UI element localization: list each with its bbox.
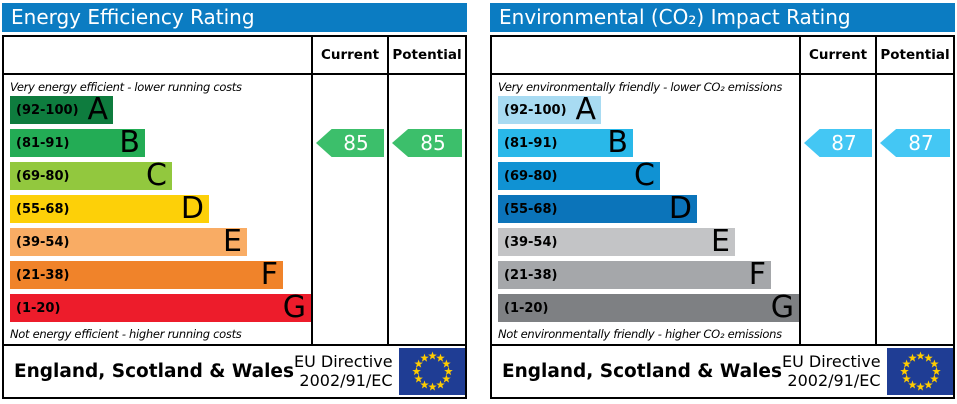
band-A-range: (92-100)	[504, 102, 567, 118]
current-rating-arrow: 85	[316, 129, 384, 157]
region-label: England, Scotland & Wales	[502, 361, 782, 382]
current-rating-arrow: 87	[804, 129, 872, 157]
current-column-header: Current	[799, 37, 875, 75]
band-E-letter: E	[223, 224, 242, 259]
band-G: (1-20) G	[10, 290, 311, 325]
eu-directive-line2: 2002/91/EC	[299, 370, 393, 390]
co2-impact-chart: Environmental (CO₂) Impact Rating Curren…	[490, 3, 955, 399]
band-C-letter: C	[146, 158, 167, 193]
current-column-header: Current	[311, 37, 387, 75]
eu-directive-label: EU Directive 2002/91/EC	[781, 352, 887, 390]
potential-rating-column: 85	[387, 75, 465, 344]
bottom-caption: Not energy efficient - higher running co…	[10, 327, 242, 341]
band-F: (21-38) F	[498, 257, 771, 292]
potential-rating-arrow: 87	[880, 129, 950, 157]
band-B-range: (81-91)	[504, 135, 558, 151]
potential-column-header: Potential	[875, 37, 953, 75]
table-corner-cell	[4, 37, 311, 75]
band-G-range: (1-20)	[16, 300, 61, 316]
band-B-range: (81-91)	[16, 135, 70, 151]
band-C-range: (69-80)	[16, 168, 70, 184]
eu-flag-icon	[398, 348, 465, 395]
band-A-letter: A	[87, 92, 108, 127]
co2-chart-footer: England, Scotland & Wales EU Directive 2…	[490, 344, 955, 399]
band-C: (69-80) C	[498, 158, 660, 193]
band-B-letter: B	[119, 125, 140, 160]
table-corner-cell	[492, 37, 799, 75]
band-C: (69-80) C	[10, 158, 172, 193]
band-D-range: (55-68)	[504, 201, 558, 217]
band-F-range: (21-38)	[504, 267, 558, 283]
rating-bands-area: Very environmentally friendly - lower CO…	[492, 75, 799, 344]
band-G-range: (1-20)	[504, 300, 549, 316]
band-G-letter: G	[770, 290, 794, 325]
band-A: (92-100) A	[498, 92, 601, 127]
eu-directive-label: EU Directive 2002/91/EC	[293, 352, 399, 390]
band-B-letter: B	[607, 125, 628, 160]
band-F-letter: F	[748, 257, 766, 292]
current-rating-column: 87	[799, 75, 875, 344]
band-E-letter: E	[711, 224, 730, 259]
energy-chart-title: Energy Efficiency Rating	[2, 3, 467, 32]
current-rating-value: 87	[831, 131, 857, 155]
band-A-letter: A	[575, 92, 596, 127]
band-E-range: (39-54)	[16, 234, 70, 250]
potential-rating-value: 87	[908, 131, 934, 155]
rating-bands-area: Very energy efficient - lower running co…	[4, 75, 311, 344]
potential-rating-arrow: 85	[392, 129, 462, 157]
energy-efficiency-chart: Energy Efficiency Rating Current Potenti…	[2, 3, 467, 399]
co2-chart-title: Environmental (CO₂) Impact Rating	[490, 3, 955, 32]
co2-rating-table: Current Potential Very environmentally f…	[490, 35, 955, 346]
band-G: (1-20) G	[498, 290, 799, 325]
band-C-letter: C	[634, 158, 655, 193]
region-label: England, Scotland & Wales	[14, 361, 294, 382]
band-D-letter: D	[180, 191, 204, 226]
eu-directive-line1: EU Directive	[781, 352, 881, 372]
band-E-range: (39-54)	[504, 234, 558, 250]
band-B: (81-91) B	[10, 125, 145, 160]
band-B: (81-91) B	[498, 125, 633, 160]
eu-flag-icon	[886, 348, 953, 395]
potential-rating-column: 87	[875, 75, 953, 344]
band-D: (55-68) D	[10, 191, 209, 226]
bottom-caption: Not environmentally friendly - higher CO…	[498, 327, 782, 341]
band-D-range: (55-68)	[16, 201, 70, 217]
energy-rating-table: Current Potential Very energy efficient …	[2, 35, 467, 346]
band-E: (39-54) E	[10, 224, 247, 259]
eu-directive-line2: 2002/91/EC	[787, 370, 881, 390]
top-caption: Very energy efficient - lower running co…	[10, 80, 242, 94]
band-A: (92-100) A	[10, 92, 113, 127]
potential-column-header: Potential	[387, 37, 465, 75]
band-F-range: (21-38)	[16, 267, 70, 283]
band-D-letter: D	[668, 191, 692, 226]
band-D: (55-68) D	[498, 191, 697, 226]
eu-directive-line1: EU Directive	[293, 352, 393, 372]
potential-rating-value: 85	[420, 131, 446, 155]
band-A-range: (92-100)	[16, 102, 79, 118]
band-F: (21-38) F	[10, 257, 283, 292]
band-F-letter: F	[260, 257, 278, 292]
top-caption: Very environmentally friendly - lower CO…	[498, 80, 783, 94]
current-rating-column: 85	[311, 75, 387, 344]
current-rating-value: 85	[343, 131, 369, 155]
energy-chart-footer: England, Scotland & Wales EU Directive 2…	[2, 344, 467, 399]
band-G-letter: G	[282, 290, 306, 325]
band-E: (39-54) E	[498, 224, 735, 259]
band-C-range: (69-80)	[504, 168, 558, 184]
